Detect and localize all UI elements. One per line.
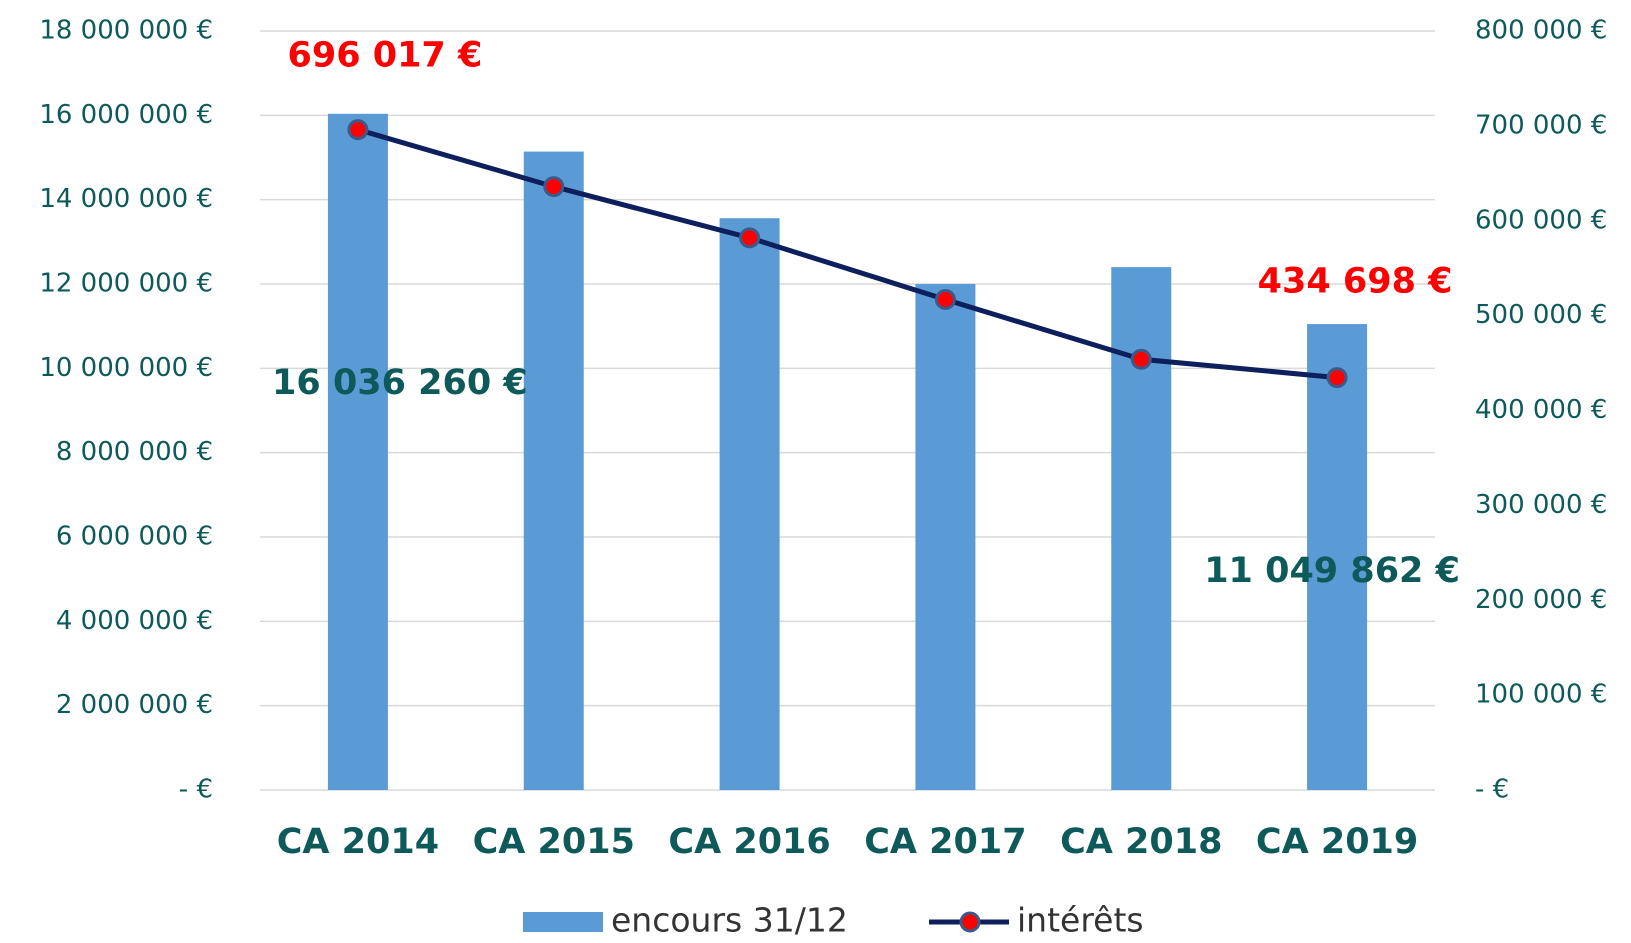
y-tick-label: 2 000 000 € (56, 690, 213, 720)
data-label: 11 049 862 € (1204, 551, 1460, 591)
y-tick-label: - € (179, 775, 213, 805)
y2-tick-label: 200 000 € (1475, 585, 1607, 615)
bar (1111, 267, 1172, 791)
y2-tick-label: 600 000 € (1475, 205, 1607, 235)
x-tick-label: CA 2017 (864, 822, 1026, 862)
y-tick-label: 8 000 000 € (56, 437, 213, 467)
x-tick-label: CA 2015 (473, 822, 635, 862)
y2-tick-label: 800 000 € (1475, 16, 1607, 46)
legend-swatch (523, 912, 603, 932)
y2-tick-label: 300 000 € (1475, 490, 1607, 520)
line-marker (543, 176, 565, 198)
data-label: 696 017 € (287, 36, 482, 76)
x-tick-label: CA 2018 (1060, 822, 1222, 862)
line-marker (1326, 367, 1348, 389)
line-marker (739, 227, 761, 249)
data-label: 16 036 260 € (272, 363, 528, 403)
x-tick-label: CA 2014 (277, 822, 439, 862)
bar (327, 113, 388, 790)
y2-tick-label: 500 000 € (1475, 300, 1607, 330)
legend-label: intérêts (1017, 901, 1144, 940)
bar (719, 218, 780, 791)
bar (1307, 324, 1368, 790)
line-marker (934, 288, 956, 310)
y-tick-label: 14 000 000 € (39, 184, 213, 214)
line-marker (347, 119, 369, 141)
y2-tick-label: 400 000 € (1475, 395, 1607, 425)
y-tick-label: 6 000 000 € (56, 522, 213, 552)
line-marker (1130, 348, 1152, 370)
line (357, 127, 1338, 381)
y-tick-label: 10 000 000 € (39, 353, 213, 383)
bar (915, 284, 976, 790)
data-label: 434 698 € (1258, 262, 1453, 302)
y-tick-label: 18 000 000 € (39, 16, 213, 46)
y2-tick-label: - € (1475, 775, 1509, 805)
x-tick-label: CA 2019 (1256, 822, 1418, 862)
y-tick-label: 4 000 000 € (56, 606, 213, 636)
y-tick-label: 16 000 000 € (39, 100, 213, 130)
y2-tick-label: 700 000 € (1475, 110, 1607, 140)
bar (523, 151, 584, 790)
y-tick-label: 12 000 000 € (39, 269, 213, 299)
y2-tick-label: 100 000 € (1475, 680, 1607, 710)
legend-swatch (959, 911, 981, 933)
x-tick-label: CA 2016 (668, 822, 830, 862)
legend-label: encours 31/12 (611, 901, 848, 940)
